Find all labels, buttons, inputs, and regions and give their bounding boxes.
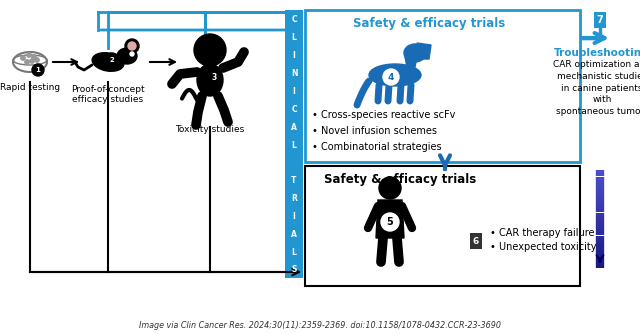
Circle shape [105, 53, 119, 67]
Text: 4: 4 [388, 72, 394, 81]
Text: • Cross-species reactive scFv: • Cross-species reactive scFv [312, 110, 456, 120]
Text: Toxicity studies: Toxicity studies [175, 125, 244, 134]
Text: 5: 5 [387, 217, 394, 227]
Text: A: A [291, 123, 297, 132]
Text: C: C [291, 15, 297, 24]
Text: Image via Clin Cancer Res. 2024;30(11):2359-2369. doi:10.1158/1078-0432.CCR-23-3: Image via Clin Cancer Res. 2024;30(11):2… [139, 322, 501, 331]
Text: Troubleshooting: Troubleshooting [554, 48, 640, 58]
Ellipse shape [416, 48, 428, 56]
Ellipse shape [369, 64, 421, 86]
Text: 2: 2 [109, 57, 115, 63]
Circle shape [379, 177, 401, 199]
Circle shape [130, 52, 134, 56]
Text: • CAR therapy failure: • CAR therapy failure [490, 228, 595, 238]
Ellipse shape [404, 44, 426, 62]
Text: C: C [291, 105, 297, 114]
Text: I: I [292, 51, 296, 60]
Circle shape [30, 59, 34, 63]
FancyBboxPatch shape [305, 166, 580, 286]
Ellipse shape [117, 48, 137, 64]
Circle shape [27, 53, 31, 57]
FancyBboxPatch shape [285, 10, 303, 278]
Polygon shape [405, 57, 417, 67]
Text: • Unexpected toxicity: • Unexpected toxicity [490, 242, 596, 252]
Ellipse shape [92, 53, 124, 71]
Circle shape [35, 58, 39, 62]
Text: 6: 6 [473, 236, 479, 245]
Text: S: S [291, 266, 297, 275]
Text: L: L [292, 141, 296, 150]
Text: • Combinatorial strategies: • Combinatorial strategies [312, 142, 442, 152]
FancyBboxPatch shape [305, 10, 580, 162]
Text: A: A [291, 230, 297, 239]
Polygon shape [417, 43, 431, 59]
Circle shape [32, 55, 36, 59]
Text: N: N [291, 69, 297, 78]
Polygon shape [376, 200, 404, 238]
Text: Safety & efficacy trials: Safety & efficacy trials [324, 173, 476, 186]
Text: 7: 7 [596, 15, 604, 25]
Circle shape [206, 70, 222, 86]
Circle shape [128, 42, 136, 50]
Text: I: I [292, 212, 296, 221]
Circle shape [20, 56, 25, 60]
Text: 1: 1 [36, 67, 40, 73]
Text: R: R [291, 194, 297, 203]
Ellipse shape [197, 64, 223, 96]
Text: Rapid testing: Rapid testing [0, 83, 60, 92]
Circle shape [381, 213, 399, 231]
Text: Proof-of-concept
efficacy studies: Proof-of-concept efficacy studies [71, 85, 145, 105]
Text: L: L [292, 247, 296, 257]
Text: I: I [292, 87, 296, 96]
Circle shape [194, 34, 226, 66]
Circle shape [383, 69, 399, 85]
Text: Safety & efficacy trials: Safety & efficacy trials [353, 17, 505, 30]
Circle shape [32, 64, 44, 76]
Text: CAR optimization and
mechanistic studies
in canine patients
with
spontaneous tum: CAR optimization and mechanistic studies… [553, 60, 640, 116]
Text: • Novel infusion schemes: • Novel infusion schemes [312, 126, 437, 136]
Circle shape [25, 60, 29, 64]
Text: 3: 3 [211, 73, 216, 82]
Text: T: T [291, 176, 297, 185]
Circle shape [125, 39, 139, 53]
Text: L: L [292, 33, 296, 42]
